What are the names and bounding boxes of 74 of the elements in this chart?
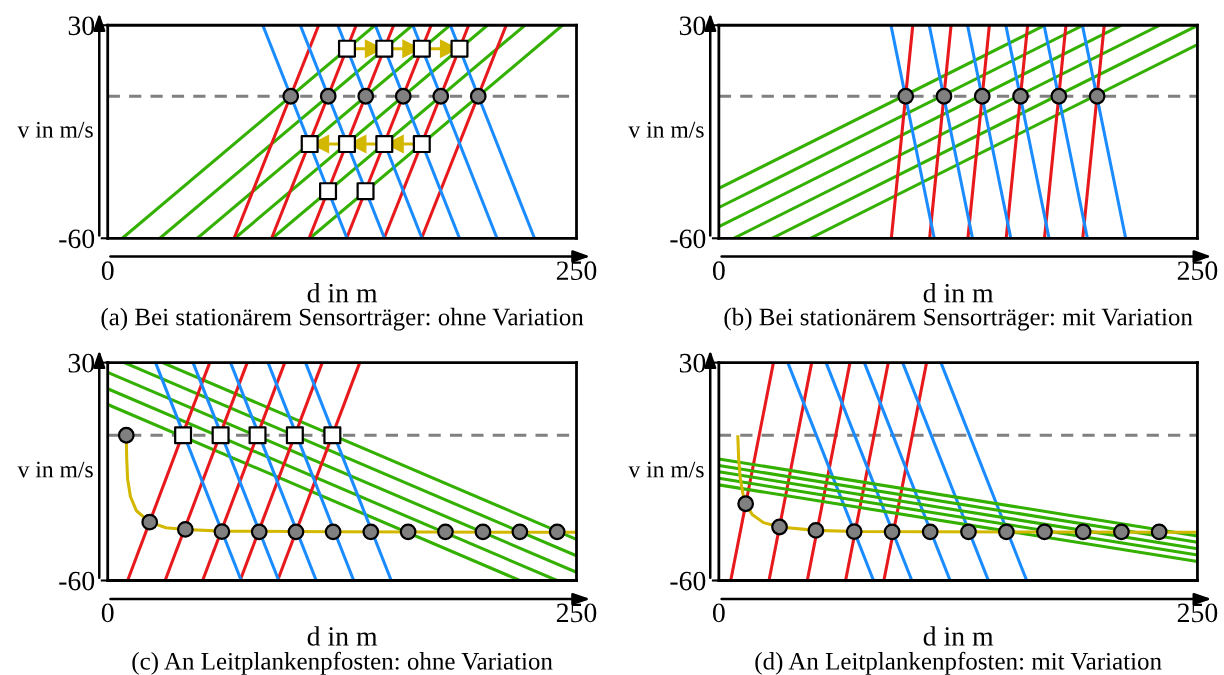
point	[357, 87, 375, 105]
point	[1113, 523, 1130, 541]
point	[174, 426, 193, 445]
text: (b) Bei stationärem Sensorträger: mit Variation	[724, 307, 1193, 331]
y-axis-title: v in m/s	[17, 121, 93, 138]
x-tick-label: 250	[1177, 603, 1218, 623]
point	[432, 87, 450, 105]
point	[337, 135, 357, 154]
point	[998, 523, 1015, 541]
point	[474, 523, 492, 541]
point	[737, 495, 755, 513]
point	[375, 39, 394, 58]
x-axis-title: d in m	[307, 626, 378, 646]
y-tick-label: 30	[679, 353, 706, 373]
x-tick-label: 0	[712, 261, 725, 281]
point	[282, 87, 300, 105]
point	[176, 521, 194, 538]
point	[399, 523, 417, 541]
x-tick-label: 250	[556, 603, 597, 623]
point	[141, 513, 159, 531]
point	[362, 523, 380, 541]
y-tick-label: 30	[679, 16, 706, 36]
y-tick-label: -60	[670, 571, 706, 591]
y-tick-label: -60	[59, 571, 95, 591]
x-tick-label: 0	[101, 603, 114, 623]
point	[375, 135, 394, 154]
y-axis-title: v in m/s	[628, 461, 704, 478]
x-axis-title: d in m	[307, 283, 378, 303]
point	[356, 182, 375, 201]
text: (d) An Leitplankenpfosten: mit Variation	[755, 651, 1162, 675]
point	[412, 39, 431, 58]
point	[437, 523, 454, 541]
point	[337, 39, 357, 58]
point	[213, 523, 231, 540]
point	[324, 523, 342, 541]
y-tick-label: 30	[68, 353, 95, 373]
y-tick-label: -60	[670, 229, 706, 249]
point	[285, 426, 304, 445]
point	[250, 523, 268, 541]
text: (a) Bei stationärem Sensorträger: ohne Variation	[101, 307, 584, 331]
point	[883, 523, 901, 541]
point	[548, 523, 566, 541]
point	[117, 426, 135, 444]
point	[319, 87, 337, 105]
point	[287, 523, 305, 541]
point	[771, 518, 788, 536]
point	[845, 523, 863, 540]
x-tick-label: 250	[556, 261, 597, 281]
point	[469, 87, 487, 105]
point	[960, 523, 977, 541]
x-axis-title: d in m	[923, 626, 994, 646]
point	[319, 182, 338, 201]
x-tick-label: 250	[1177, 261, 1218, 281]
x-tick-label: 0	[712, 603, 725, 623]
y-axis-title: v in m/s	[628, 121, 704, 138]
point	[921, 523, 939, 541]
point	[323, 426, 342, 445]
point	[1150, 523, 1168, 541]
point	[511, 523, 529, 541]
point	[807, 521, 825, 539]
x-axis-title: d in m	[923, 283, 994, 303]
y-axis-title: v in m/s	[17, 461, 93, 478]
x-tick-label: 0	[101, 261, 114, 281]
text: (c) An Leitplankenpfosten: ohne Variation	[132, 651, 553, 675]
y-tick-label: -60	[59, 229, 95, 249]
point	[211, 426, 230, 445]
point	[450, 39, 469, 58]
point	[394, 87, 412, 105]
point	[1074, 523, 1092, 541]
point	[412, 135, 431, 154]
point	[248, 426, 267, 445]
point	[300, 135, 319, 154]
y-tick-label: 30	[68, 16, 95, 36]
point	[1036, 523, 1053, 541]
